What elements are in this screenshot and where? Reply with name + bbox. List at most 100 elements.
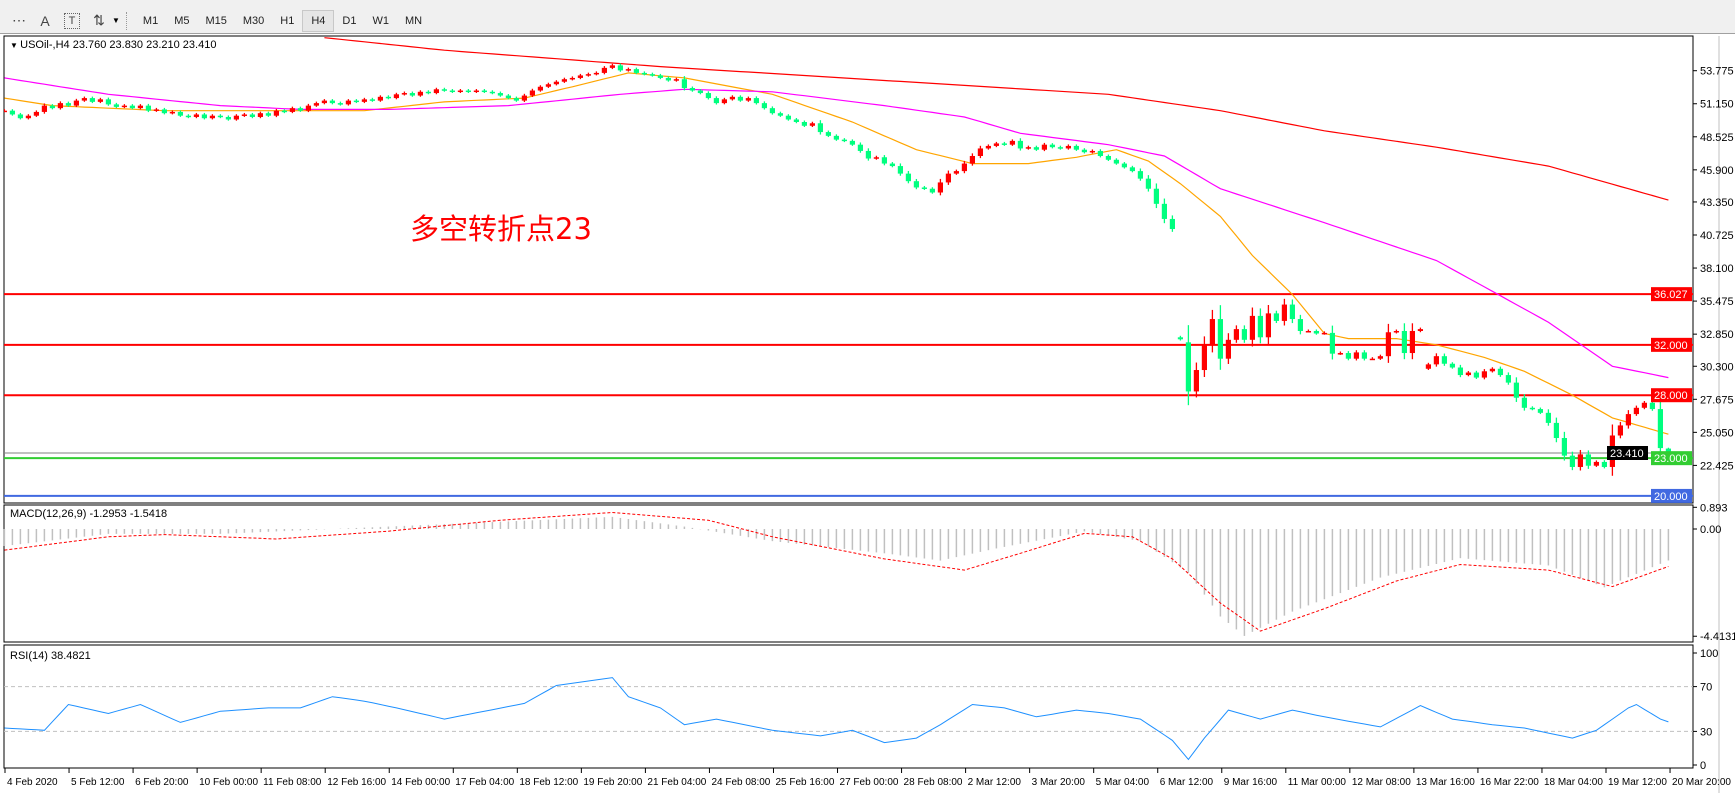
bullish-candle <box>1425 364 1431 369</box>
bullish-candle <box>585 74 591 76</box>
bearish-candle <box>65 103 71 106</box>
bullish-candle <box>33 111 39 116</box>
bearish-candle <box>793 119 799 123</box>
time-axis-label: 12 Mar 08:00 <box>1352 777 1411 788</box>
time-axis-label: 4 Feb 2020 <box>7 777 58 788</box>
bearish-candle <box>249 114 255 117</box>
collapse-triangle-icon[interactable]: ▼ <box>10 41 21 50</box>
bearish-candle <box>897 166 903 174</box>
bearish-candle <box>1497 368 1503 376</box>
bullish-candle <box>97 99 103 102</box>
bullish-candle <box>1321 332 1327 335</box>
bearish-candle <box>1561 438 1567 456</box>
time-axis-label: 2 Mar 12:00 <box>968 777 1022 788</box>
bearish-candle <box>297 108 303 111</box>
bearish-candle <box>833 135 839 140</box>
timeframe-mn-button[interactable]: MN <box>404 14 423 27</box>
bullish-candle <box>257 113 263 117</box>
bullish-candle <box>873 157 879 159</box>
level-price-tag-bg <box>1651 287 1692 302</box>
bearish-candle <box>161 109 167 114</box>
bearish-candle <box>145 105 151 111</box>
bearish-candle <box>777 113 783 116</box>
bullish-candle <box>609 65 615 68</box>
bullish-candle <box>1385 332 1391 357</box>
bearish-candle <box>633 69 639 73</box>
moving-average-line <box>4 72 1669 435</box>
bullish-candle <box>745 98 751 101</box>
grid-lines-icon[interactable]: ⋯ <box>12 12 26 28</box>
timeframe-m30-button[interactable]: M30 <box>242 14 265 27</box>
bearish-candle <box>1473 372 1479 378</box>
timeframe-m15-button[interactable]: M15 <box>205 14 227 27</box>
bearish-candle <box>865 150 871 159</box>
bearish-candle <box>1081 149 1087 153</box>
bullish-candle <box>809 123 815 126</box>
chevron-down-icon[interactable]: ▼ <box>112 16 120 25</box>
timeframe-h4-button[interactable]: H4 <box>302 9 335 32</box>
bearish-candle <box>849 140 855 145</box>
bullish-candle <box>721 99 727 104</box>
toolbar-separator <box>125 11 129 30</box>
time-axis-label: 10 Feb 00:00 <box>199 777 258 788</box>
time-axis-label: 6 Feb 20:00 <box>135 777 189 788</box>
timeframe-m5-button[interactable]: M5 <box>174 14 190 27</box>
timeframe-d1-button[interactable]: D1 <box>342 14 357 27</box>
bearish-candle <box>1537 409 1543 413</box>
bearish-candle <box>201 114 207 119</box>
bearish-candle <box>665 77 671 81</box>
bearish-candle <box>1457 367 1463 376</box>
bullish-candle <box>1393 330 1399 333</box>
bearish-candle <box>761 103 767 109</box>
bullish-candle <box>361 99 367 102</box>
bearish-candle <box>1449 363 1455 368</box>
bearish-candle <box>1161 203 1167 219</box>
bullish-candle <box>345 100 351 105</box>
bullish-candle <box>1481 371 1487 378</box>
price-axis-label: 48.525 <box>1700 132 1734 144</box>
bullish-candle <box>945 173 951 183</box>
bearish-candle <box>105 99 111 105</box>
arrows-icon[interactable]: ⇅ <box>93 12 105 28</box>
current-price-tag: 23.410 <box>1610 448 1644 460</box>
bullish-candle <box>1089 150 1095 153</box>
bearish-candle <box>1441 356 1447 364</box>
bearish-candle <box>353 100 359 103</box>
bearish-candle <box>185 115 191 118</box>
timeframe-m1-button[interactable]: M1 <box>142 14 159 27</box>
bullish-candle <box>25 115 31 119</box>
bearish-candle <box>1137 171 1143 179</box>
bearish-candle <box>641 72 647 75</box>
bearish-candle <box>769 108 775 114</box>
bearish-candle <box>1001 143 1007 145</box>
bearish-candle <box>1049 144 1055 148</box>
bearish-candle <box>681 79 687 89</box>
text-icon[interactable]: A <box>40 12 50 29</box>
bullish-candle <box>137 105 143 109</box>
bearish-candle <box>1241 329 1247 340</box>
bearish-candle <box>921 187 927 189</box>
text-label-icon[interactable]: T <box>64 12 80 29</box>
bearish-candle <box>817 123 823 133</box>
price-axis-label: 25.050 <box>1700 427 1734 439</box>
bearish-candle <box>497 93 503 96</box>
bearish-candle <box>617 65 623 71</box>
bullish-candle <box>81 98 87 101</box>
bullish-candle <box>1249 315 1255 340</box>
timeframe-w1-button[interactable]: W1 <box>372 14 389 27</box>
bearish-candle <box>1297 319 1303 331</box>
bullish-candle <box>569 77 575 80</box>
time-axis-label: 11 Mar 00:00 <box>1288 777 1347 788</box>
bearish-candle <box>1521 397 1527 408</box>
macd-pane-frame <box>3 504 1694 643</box>
chart-toolbar: ⋯ A T ⇅ ▼ M1 M5 M15 M30 H1 H4 D1 W1 MN <box>0 8 1735 34</box>
time-axis-label: 19 Feb 20:00 <box>583 777 642 788</box>
bearish-candle <box>1585 454 1591 466</box>
bullish-candle <box>1353 352 1359 359</box>
bullish-candle <box>393 94 399 99</box>
bullish-candle <box>961 163 967 172</box>
bullish-candle <box>1265 313 1271 338</box>
bullish-candle <box>121 105 127 108</box>
timeframe-h1-button[interactable]: H1 <box>280 14 295 27</box>
